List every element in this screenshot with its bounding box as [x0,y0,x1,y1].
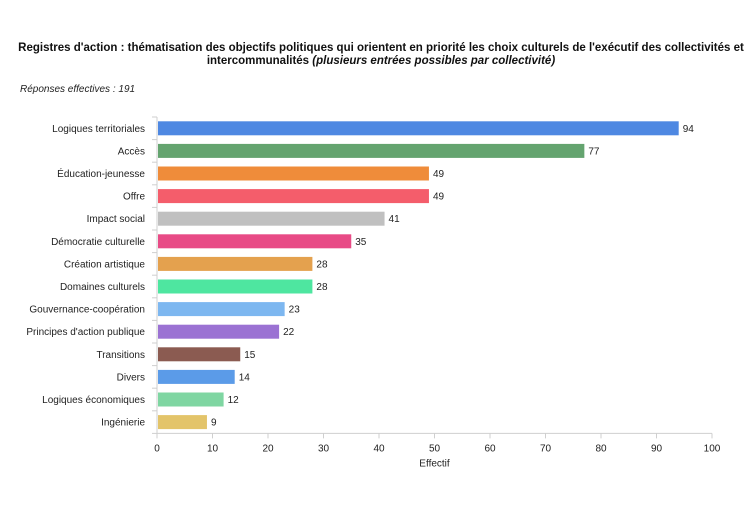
x-tick-label: 40 [373,443,385,454]
bar [158,211,385,226]
bar [158,324,280,339]
x-tick-label: 60 [484,443,496,454]
chart-title-suffix: (plusieurs entrées possibles par collect… [312,55,556,67]
x-tick-label: 50 [429,443,441,454]
bar [158,415,207,430]
x-tick-label: 0 [154,443,160,454]
data-label: 9 [211,418,217,429]
y-tick-label: Démocratie culturelle [51,237,145,248]
x-tick-label: 20 [262,443,274,454]
chart-title: Registres d'action : thématisation des o… [10,42,752,68]
data-label: 94 [683,124,695,135]
data-label: 15 [244,350,256,361]
chart-title-main: Registres d'action : thématisation des o… [18,42,744,67]
bar [158,279,313,294]
y-tick-label: Création artistique [64,259,146,270]
bar [158,189,429,204]
y-tick-label: Impact social [87,214,145,225]
data-label: 41 [389,214,401,225]
bar [158,121,679,136]
x-tick-label: 100 [704,443,721,454]
y-tick-label: Divers [117,372,145,383]
y-tick-label: Éducation-jeunesse [57,167,145,180]
data-label: 28 [316,259,328,270]
y-tick-label: Accès [118,146,145,157]
chart-subtitle: Réponses effectives : 191 [20,84,136,95]
x-tick-label: 90 [651,443,663,454]
data-label: 77 [588,146,600,157]
x-axis-label: Effectif [419,458,450,469]
data-label: 49 [433,169,445,180]
y-tick-label: Transitions [96,350,145,361]
data-label: 14 [239,372,251,383]
x-tick-label: 10 [207,443,219,454]
x-tick-label: 80 [595,443,607,454]
data-label: 49 [433,192,445,203]
bar [158,256,313,271]
bar [158,143,585,158]
data-label: 23 [289,305,301,316]
y-tick-label: Gouvernance-coopération [29,305,145,316]
data-label: 12 [228,395,240,406]
y-tick-label: Logiques territoriales [52,124,145,135]
bar [158,347,241,362]
x-tick-label: 70 [540,443,552,454]
bar [158,166,429,181]
y-tick-label: Offre [123,192,145,203]
data-label: 28 [316,282,328,293]
plot-area: Logiques territoriales 94 Accès 77 Éducation… [26,116,721,469]
bar [158,302,285,317]
bar [158,369,235,384]
bar [158,392,224,407]
y-tick-label: Principes d'action publique [26,327,145,338]
data-label: 22 [283,327,295,338]
x-tick-label: 30 [318,443,330,454]
y-tick-label: Ingénierie [101,418,145,429]
y-tick-label: Logiques économiques [42,395,145,406]
y-tick-label: Domaines culturels [60,282,145,293]
bar [158,234,352,249]
data-label: 35 [355,237,367,248]
